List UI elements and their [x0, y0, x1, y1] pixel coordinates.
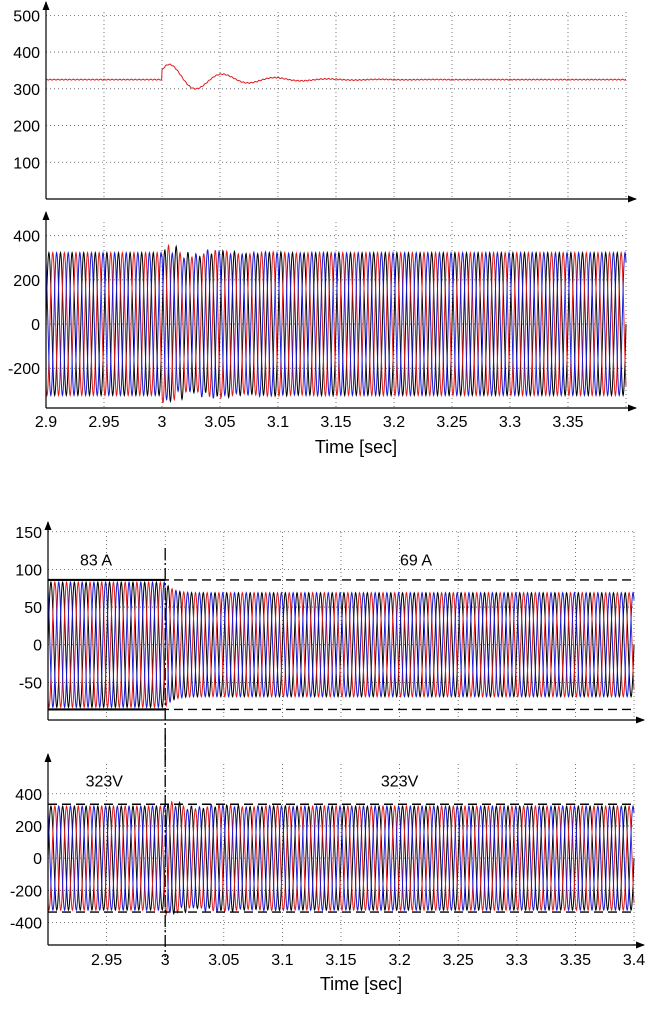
x-tick-label: 3.25 [443, 952, 474, 969]
x-tick-label: 2.9 [35, 414, 57, 431]
x-tick-label: 3.1 [267, 414, 289, 431]
ac-voltage-panel-top: 400 200 0 -200 2.9 2.95 3 3.05 3.1 3.15 3.2 3.25 3.3… [8, 211, 637, 457]
y-tick-label: 200 [13, 273, 40, 290]
y-tick-label: -200 [10, 883, 42, 900]
y-tick-label: -200 [8, 361, 40, 378]
y-tick-label: 100 [13, 155, 40, 172]
y-axis-arrow [44, 521, 52, 530]
x-axis-arrow [628, 404, 637, 412]
x-tick-label: 2.95 [91, 952, 122, 969]
x-tick-label: 3.3 [499, 414, 521, 431]
y-tick-label: -50 [19, 675, 42, 692]
x-tick-label: 3 [158, 414, 167, 431]
annotation-label: 323V [86, 774, 124, 791]
x-tick-label: 3.35 [560, 952, 591, 969]
x-tick-label: 3.1 [271, 952, 293, 969]
x-tick-label: 3.05 [208, 952, 239, 969]
x-tick-label: 3 [161, 952, 170, 969]
x-tick-label: 2.95 [88, 414, 119, 431]
x-axis-title: Time [sec] [320, 974, 402, 994]
y-tick-label: 400 [15, 787, 42, 804]
ac-voltage-panel-bottom: 400 200 0 -200 -400 2.95 3 3.05 3.1 3.15 3.2 3.25 3.… [10, 735, 645, 994]
y-tick-label: 150 [15, 525, 42, 542]
y-axis-arrow [42, 211, 50, 220]
annotation-label: 69 A [400, 553, 432, 570]
series-phase_c [45, 249, 627, 401]
annotation-label: 323V [381, 774, 419, 791]
dc-voltage-panel: 100 200 300 400 500 [13, 1, 637, 203]
y-tick-label: 400 [13, 229, 40, 246]
y-tick-label: 500 [13, 8, 40, 25]
y-axis-arrow [42, 1, 50, 10]
y-axis-arrow [44, 753, 52, 762]
x-tick-label: 3.3 [506, 952, 528, 969]
x-tick-label: 3.25 [436, 414, 467, 431]
x-tick-label: 3.15 [325, 952, 356, 969]
series-phase_b [45, 243, 627, 404]
series-phase_b [47, 800, 635, 917]
x-tick-label: 3.35 [552, 414, 583, 431]
y-tick-label: 0 [33, 638, 42, 655]
x-tick-label: 3.4 [623, 952, 645, 969]
x-axis-arrow [636, 941, 645, 949]
y-tick-label: 50 [24, 600, 42, 617]
y-tick-label: 400 [13, 45, 40, 62]
series-phase_a [47, 580, 635, 709]
series-phase_c [47, 804, 635, 914]
x-tick-label: 3.05 [204, 414, 235, 431]
y-tick-label: 300 [13, 82, 40, 99]
x-axis-arrow [636, 716, 645, 724]
annotation-label: 83 A [80, 553, 112, 570]
y-tick-label: 200 [15, 819, 42, 836]
current-panel: 150 100 50 0 -50 83 A 69 A [15, 521, 645, 760]
series-phase_a [47, 800, 635, 916]
y-tick-label: 100 [15, 562, 42, 579]
series-phase_b [47, 580, 635, 709]
x-axis-arrow [628, 195, 637, 203]
x-tick-label: 3.2 [388, 952, 410, 969]
y-tick-label: -400 [10, 915, 42, 932]
series-phase_a [45, 244, 627, 404]
series-phase_c [47, 580, 635, 709]
x-tick-label: 3.2 [383, 414, 405, 431]
y-tick-label: 0 [31, 317, 40, 334]
y-tick-label: 200 [13, 119, 40, 136]
series-dc [45, 63, 627, 90]
y-tick-label: 0 [33, 851, 42, 868]
x-axis-title: Time [sec] [315, 437, 397, 457]
x-tick-label: 3.15 [320, 414, 351, 431]
